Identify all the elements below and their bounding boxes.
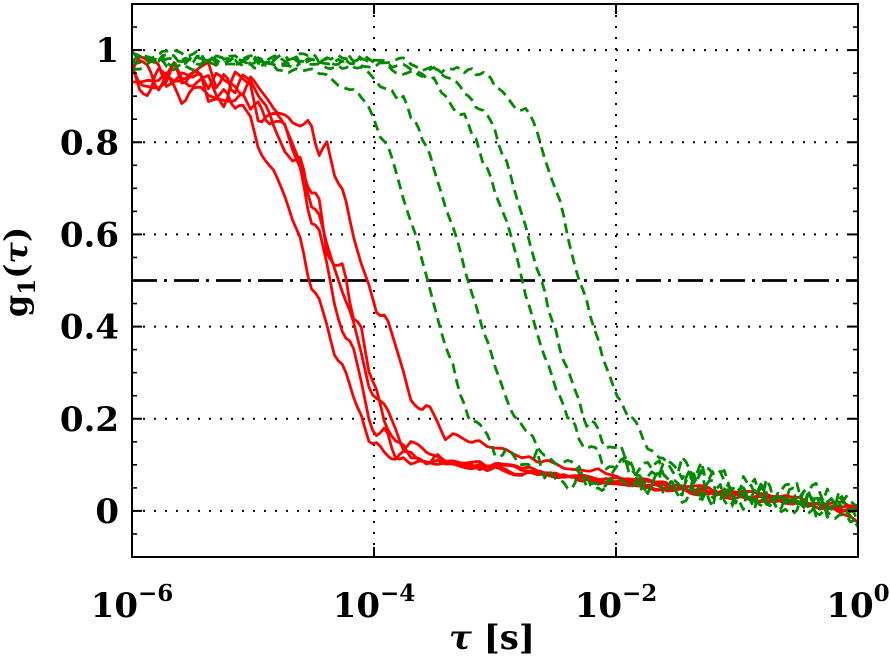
y-tick-label: 0.2 [60, 400, 119, 440]
series-green-3 [132, 51, 858, 524]
series-green-4 [132, 53, 858, 519]
series-red-3 [132, 59, 858, 510]
y-tick-label: 0.4 [60, 308, 119, 348]
y-tick-label: 0.8 [60, 123, 119, 163]
x-tick-label: 10−4 [333, 580, 416, 626]
y-axis-label: g1(τ) [0, 227, 41, 317]
x-axis-label: τ [s] [449, 618, 535, 657]
series-green-1 [132, 56, 858, 517]
y-tick-label: 0 [95, 492, 119, 532]
series-red-5 [132, 55, 858, 509]
x-tick-label: 10−2 [575, 580, 658, 626]
y-tick-label: 0.6 [60, 215, 119, 255]
x-tick-label: 100 [826, 580, 889, 626]
y-tick-label: 1 [95, 31, 119, 71]
series-green-2 [132, 53, 858, 522]
x-tick-label: 10−6 [91, 580, 174, 626]
